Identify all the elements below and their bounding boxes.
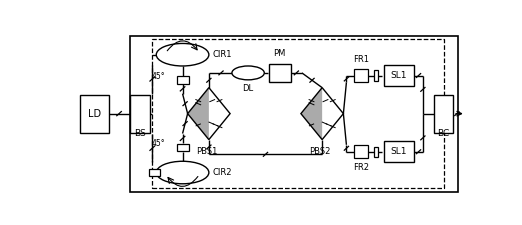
Bar — [176, 144, 188, 151]
Circle shape — [156, 161, 209, 184]
Text: CIR1: CIR1 — [213, 50, 232, 59]
Text: PM: PM — [274, 49, 286, 58]
Text: 45°: 45° — [152, 139, 165, 148]
Text: SL1: SL1 — [391, 147, 407, 156]
Bar — [149, 169, 160, 176]
Bar — [130, 94, 150, 133]
Text: FR2: FR2 — [353, 163, 370, 172]
Polygon shape — [301, 88, 322, 140]
Bar — [268, 64, 291, 82]
Text: PBS1: PBS1 — [196, 146, 218, 155]
Bar — [434, 94, 453, 133]
Circle shape — [232, 66, 264, 80]
Bar — [130, 36, 458, 192]
Bar — [374, 70, 378, 81]
Text: CIR2: CIR2 — [213, 168, 232, 177]
Bar — [374, 146, 378, 157]
Bar — [384, 141, 414, 162]
Bar — [354, 145, 369, 158]
Bar — [384, 65, 414, 86]
Bar — [152, 39, 444, 188]
Text: PBS2: PBS2 — [310, 146, 331, 155]
Text: DL: DL — [243, 84, 254, 93]
Bar — [354, 69, 369, 82]
Circle shape — [156, 43, 209, 66]
Bar — [176, 76, 188, 84]
Polygon shape — [187, 88, 209, 140]
Text: SL1: SL1 — [391, 71, 407, 80]
Text: BS: BS — [134, 129, 146, 138]
Text: LD: LD — [88, 109, 101, 119]
Text: BC: BC — [437, 129, 449, 138]
Bar — [80, 94, 109, 133]
Text: 45°: 45° — [152, 72, 165, 81]
Text: FR1: FR1 — [353, 55, 370, 64]
